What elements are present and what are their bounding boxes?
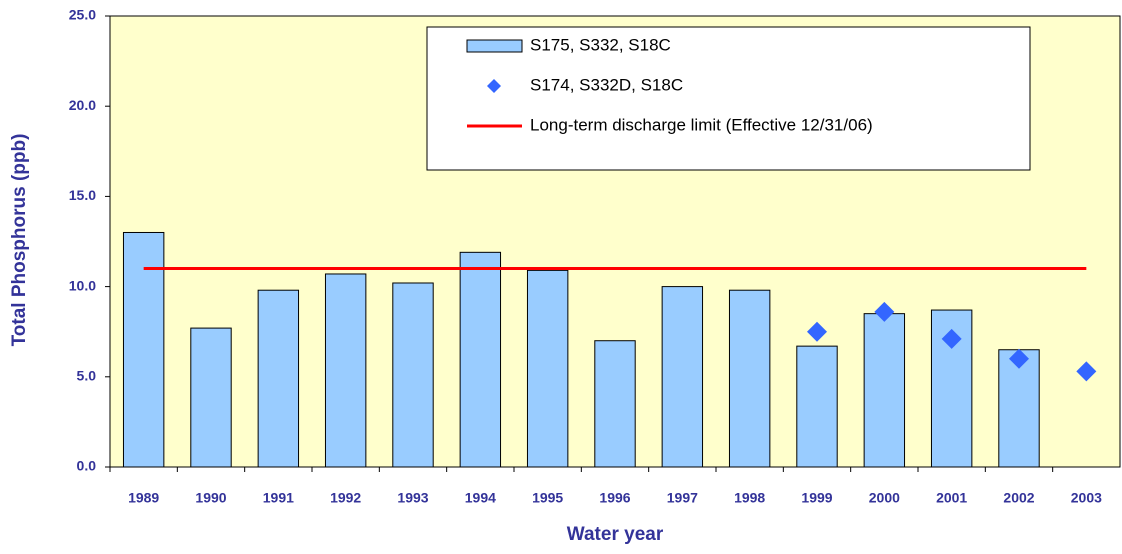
bar — [796, 345, 838, 468]
marker — [807, 321, 827, 342]
y-tick-label: 5.0 — [77, 368, 97, 384]
bar — [661, 286, 704, 468]
marker — [874, 301, 895, 322]
x-tick-label: 1991 — [263, 490, 294, 506]
x-tick-label: 1992 — [330, 490, 361, 506]
x-tick-label: 2001 — [936, 490, 967, 506]
x-tick-label: 1996 — [599, 490, 630, 506]
y-tick-label: 20.0 — [69, 97, 96, 113]
y-axis-title: Total Phosphorus (ppb) — [9, 134, 30, 347]
legend-box — [426, 26, 1031, 171]
bar — [324, 273, 367, 468]
x-tick-label: 2000 — [869, 490, 900, 506]
marker — [941, 328, 962, 349]
y-tick-label: 10.0 — [69, 277, 96, 293]
y-tick-label: 15.0 — [69, 187, 96, 203]
x-tick-label: 1995 — [532, 490, 563, 506]
legend-label: Long-term discharge limit (Effective 12/… — [530, 115, 873, 134]
bar — [190, 327, 232, 468]
x-tick-label: 2003 — [1071, 490, 1102, 506]
bar — [526, 269, 569, 468]
x-tick-label: 1990 — [195, 490, 226, 506]
bar — [728, 289, 771, 468]
legend-swatch — [466, 39, 523, 53]
x-tick-label: 1994 — [465, 490, 496, 506]
x-tick-label: 1998 — [734, 490, 765, 506]
x-tick-label: 1989 — [128, 490, 159, 506]
marker — [1009, 348, 1029, 369]
x-tick-label: 2002 — [1003, 490, 1034, 506]
marker — [1076, 361, 1097, 382]
bar — [459, 251, 502, 468]
bar — [257, 289, 300, 468]
bar — [392, 282, 434, 468]
bar — [594, 340, 636, 468]
bar — [863, 313, 906, 468]
legend-swatch — [487, 79, 501, 93]
y-tick-label: 25.0 — [69, 7, 96, 23]
x-tick-label: 1999 — [801, 490, 832, 506]
x-tick-label: 1993 — [397, 490, 428, 506]
legend-label: S174, S332D, S18C — [530, 75, 683, 94]
bar — [122, 231, 165, 468]
x-tick-label: 1997 — [667, 490, 698, 506]
y-tick-label: 0.0 — [77, 458, 97, 474]
legend-label: S175, S332, S18C — [530, 35, 671, 54]
x-axis-title: Water year — [567, 524, 664, 545]
